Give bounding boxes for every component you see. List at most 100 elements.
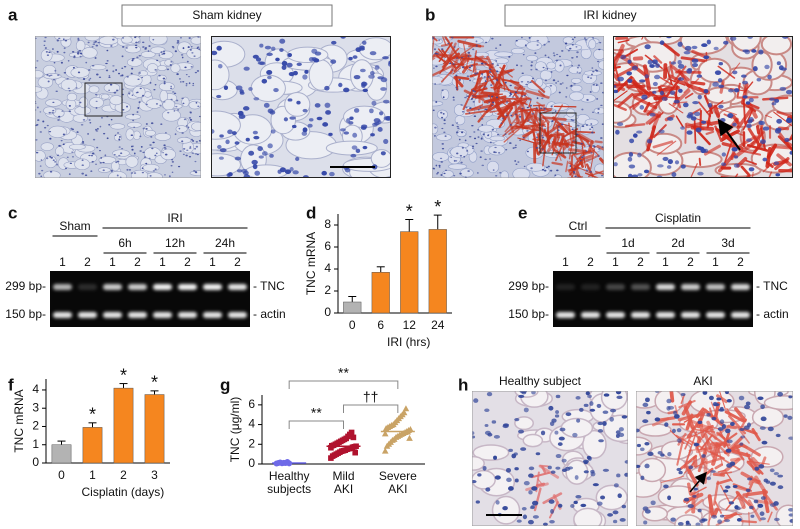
tubule [500, 170, 509, 178]
x-tick-label: 2 [120, 468, 127, 482]
nucleus [346, 118, 351, 123]
nucleus [590, 152, 593, 154]
nucleus [343, 87, 350, 93]
stain [679, 454, 698, 470]
stain [455, 76, 470, 81]
nucleus [324, 102, 331, 108]
nucleus [316, 116, 323, 121]
nucleus [725, 448, 732, 453]
tubule [370, 149, 391, 168]
nucleus [573, 171, 576, 174]
nucleus [580, 142, 583, 145]
nucleus [673, 410, 677, 415]
nucleus [254, 170, 261, 176]
nucleus [554, 430, 559, 435]
tubule [472, 455, 485, 471]
nucleus [267, 75, 272, 80]
nucleus [129, 169, 131, 171]
nucleus [164, 153, 168, 156]
stain [562, 141, 571, 151]
micrograph [211, 36, 391, 178]
tubule [81, 47, 98, 59]
stain [550, 130, 559, 138]
nucleus [522, 54, 525, 56]
nucleus [659, 90, 665, 96]
nucleus [666, 398, 672, 404]
band [681, 312, 700, 318]
stain [568, 135, 574, 160]
tubule [68, 143, 86, 150]
nucleus [279, 38, 286, 44]
nucleus [68, 90, 71, 92]
nucleus [40, 175, 43, 177]
stain [492, 68, 515, 80]
stain [698, 101, 711, 118]
stain [716, 478, 732, 485]
nucleus [642, 402, 649, 408]
nucleus [548, 405, 554, 411]
nucleus [688, 465, 694, 470]
tubule [111, 160, 120, 172]
nucleus [195, 141, 198, 143]
nucleus [590, 123, 593, 125]
nucleus [91, 160, 94, 163]
nucleus [172, 91, 175, 93]
tubule [569, 91, 584, 101]
nucleus [163, 80, 166, 83]
nucleus [544, 79, 548, 82]
nucleus [140, 146, 143, 148]
nucleus [624, 472, 628, 477]
nucleus [456, 152, 459, 155]
nucleus [502, 423, 510, 427]
nucleus [646, 139, 653, 144]
size-marker: 299 bp- [5, 279, 46, 293]
nucleus [41, 169, 44, 172]
nucleus [519, 139, 522, 142]
nucleus [73, 55, 76, 58]
tubule [48, 125, 67, 138]
nucleus [624, 460, 628, 464]
nucleus [438, 164, 441, 167]
nucleus [530, 61, 534, 63]
band [178, 312, 197, 318]
point [381, 447, 389, 454]
nucleus [170, 165, 173, 167]
nucleus [613, 84, 617, 89]
nucleus [508, 448, 513, 452]
nucleus [607, 513, 614, 517]
nucleus [700, 148, 706, 154]
stain [667, 36, 671, 38]
stain [573, 130, 596, 134]
nucleus [79, 101, 82, 104]
significance: * [120, 365, 127, 385]
stain [746, 460, 761, 475]
tubule [158, 82, 175, 92]
nucleus [151, 147, 154, 150]
stain [731, 449, 751, 458]
stain [742, 102, 757, 113]
stain [771, 179, 776, 202]
nucleus [509, 95, 511, 97]
stain [520, 90, 524, 100]
nucleus [248, 87, 253, 91]
nucleus [591, 67, 594, 69]
nucleus [186, 149, 189, 151]
nucleus [600, 137, 603, 139]
stain [615, 36, 629, 41]
tubule [546, 61, 557, 70]
nucleus [549, 84, 553, 87]
band [656, 312, 675, 318]
stain [617, 182, 633, 189]
stain [613, 90, 628, 102]
nucleus [484, 62, 487, 65]
nucleus [600, 82, 603, 84]
nucleus [50, 156, 53, 159]
nucleus [582, 155, 586, 157]
tubule [472, 469, 496, 490]
nucleus [168, 175, 171, 178]
nucleus [641, 94, 648, 100]
nucleus [100, 117, 103, 119]
nucleus [636, 443, 642, 448]
nucleus [67, 87, 71, 90]
nucleus [189, 111, 192, 114]
